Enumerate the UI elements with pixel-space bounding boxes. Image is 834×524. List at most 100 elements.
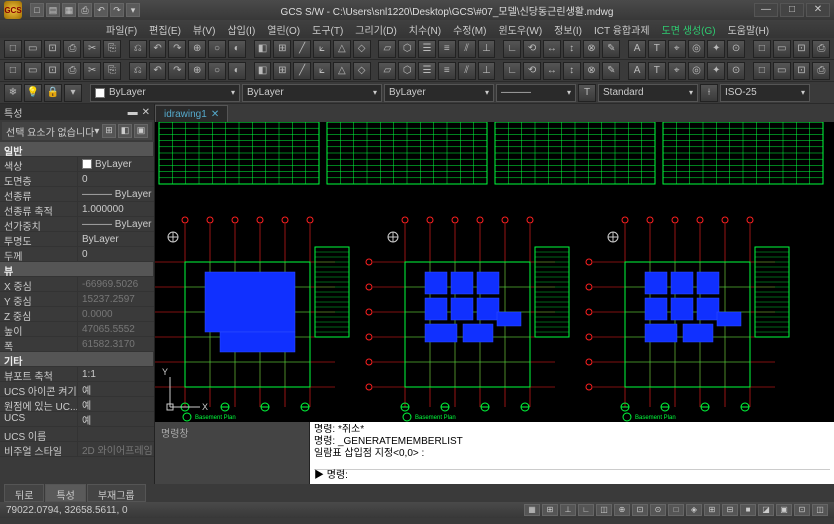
property-value[interactable]: 0 (78, 247, 154, 261)
toolbar-button[interactable]: ◎ (688, 40, 706, 58)
toolbar-button[interactable]: ↷ (168, 40, 186, 58)
property-row[interactable]: UCS예 (0, 412, 154, 427)
textstyle-combo[interactable]: Standard ▾ (598, 84, 698, 102)
toolbar-button[interactable]: ↶ (149, 40, 167, 58)
toolbar-button[interactable]: ⊕ (188, 62, 206, 80)
minimize-button[interactable]: — (754, 3, 778, 17)
status-toggle[interactable]: ⊕ (614, 504, 630, 516)
toolbar-button[interactable]: ◐ (228, 62, 246, 80)
toolbar-button[interactable]: ⟲ (523, 62, 541, 80)
property-value[interactable]: ——— ByLayer (78, 217, 154, 231)
status-toggle[interactable]: ▦ (524, 504, 540, 516)
property-row[interactable]: 비주얼 스타일2D 와이어프레임 (0, 442, 154, 457)
qat-button-3[interactable]: ⎙ (78, 3, 92, 17)
toolbar-button[interactable]: □ (4, 40, 22, 58)
toolbar-button[interactable]: ☰ (418, 62, 436, 80)
quickselect-icon[interactable]: ⊞ (102, 124, 116, 138)
toolbar-button[interactable]: ⊥ (478, 40, 496, 58)
property-row[interactable]: Y 중심15237.2597 (0, 292, 154, 307)
lw-combo[interactable]: ——— ▾ (496, 84, 576, 102)
dimstyle-combo[interactable]: ISO-25 ▾ (720, 84, 810, 102)
toolbar-button[interactable]: ↕ (563, 40, 581, 58)
property-category[interactable]: 일반 (0, 142, 154, 157)
status-toggle[interactable]: ∟ (578, 504, 594, 516)
layer-manage-icon[interactable]: ▾ (64, 84, 82, 102)
toolbar-button[interactable]: ▭ (773, 62, 791, 80)
property-row[interactable]: 투명도ByLayer (0, 232, 154, 247)
menu-item[interactable]: 도면 생성(G) (656, 20, 722, 38)
property-row[interactable]: 선가중치——— ByLayer (0, 217, 154, 232)
status-toggle[interactable]: ⊞ (542, 504, 558, 516)
toolbar-button[interactable]: ⊙ (727, 40, 745, 58)
drawing-canvas[interactable]: Basement PlanBasement PlanBasement PlanY… (155, 122, 834, 422)
property-row[interactable]: UCS 아이콘 켜기예 (0, 382, 154, 397)
toolbar-button[interactable]: ◇ (353, 40, 371, 58)
menu-item[interactable]: 수정(M) (447, 20, 492, 38)
property-category[interactable]: 뷰 (0, 262, 154, 277)
property-value[interactable]: 1.000000 (78, 202, 154, 216)
property-row[interactable]: 뷰포트 축척1:1 (0, 367, 154, 382)
menu-item[interactable]: 정보(I) (548, 20, 588, 38)
property-row[interactable]: Z 중심0.0000 (0, 307, 154, 322)
status-toggle[interactable]: ◪ (758, 504, 774, 516)
toolbar-button[interactable]: ⌖ (668, 40, 686, 58)
qat-button-0[interactable]: □ (30, 3, 44, 17)
toolbar-button[interactable]: ⊡ (44, 62, 62, 80)
status-toggle[interactable]: ◈ (686, 504, 702, 516)
property-value[interactable]: 예 (78, 382, 154, 396)
toolbar-button[interactable]: ∟ (503, 40, 521, 58)
property-value[interactable]: 61582.3170 (78, 337, 154, 351)
toolbar-button[interactable]: ✎ (602, 62, 620, 80)
toolbar-button[interactable]: ◧ (254, 62, 272, 80)
toolbar-button[interactable]: ⎌ (129, 62, 147, 80)
toolbar-button[interactable]: ⫽ (458, 62, 476, 80)
panel-pin-icon[interactable]: ▬ (128, 107, 138, 118)
toolbar-button[interactable]: ⫽ (458, 40, 476, 58)
toolbar-button[interactable]: ≡ (438, 40, 456, 58)
status-toggle[interactable]: ⊙ (650, 504, 666, 516)
status-toggle[interactable]: ▣ (776, 504, 792, 516)
pickadd-icon[interactable]: ◧ (118, 124, 132, 138)
layer-lock-icon[interactable]: 🔒 (44, 84, 62, 102)
property-value[interactable]: ByLayer (78, 232, 154, 246)
status-toggle[interactable]: ◫ (596, 504, 612, 516)
toolbar-button[interactable]: ○ (208, 62, 226, 80)
toolbar-button[interactable]: ✂ (83, 62, 101, 80)
toolbar-button[interactable]: ⎘ (103, 62, 121, 80)
toolbar-button[interactable]: ▱ (378, 40, 396, 58)
toolbar-button[interactable]: ↷ (168, 62, 186, 80)
toolbar-button[interactable]: ⎙ (812, 62, 830, 80)
document-tab[interactable]: idrawing1 ✕ (155, 105, 228, 122)
toolbar-button[interactable]: ╱ (293, 40, 311, 58)
property-value[interactable]: 47065.5552 (78, 322, 154, 336)
toolbar-button[interactable]: △ (333, 62, 351, 80)
toolbar-button[interactable]: ⌖ (668, 62, 686, 80)
toolbar-button[interactable]: ⟀ (313, 62, 331, 80)
property-value[interactable]: 15237.2597 (78, 292, 154, 306)
property-value[interactable]: ——— ByLayer (78, 187, 154, 201)
toolbar-button[interactable]: ↔ (543, 62, 561, 80)
property-value[interactable]: -66969.5026 (78, 277, 154, 291)
layer-freeze-icon[interactable]: ❄ (4, 84, 22, 102)
toolbar-button[interactable]: A (628, 40, 646, 58)
toolbar-button[interactable]: ⊥ (478, 62, 496, 80)
toolbar-button[interactable]: ✦ (707, 40, 725, 58)
toolbar-button[interactable]: ⊡ (793, 40, 811, 58)
toolbar-button[interactable]: □ (4, 62, 22, 80)
toolbar-button[interactable]: ▱ (378, 62, 396, 80)
toolbar-button[interactable]: ⊗ (583, 62, 601, 80)
property-value[interactable]: 0 (78, 172, 154, 186)
toolbar-button[interactable]: ∟ (503, 62, 521, 80)
menu-item[interactable]: ICT 융합과제 (588, 20, 656, 38)
toolbar-button[interactable]: ◎ (688, 62, 706, 80)
toolbar-button[interactable]: ✂ (83, 40, 101, 58)
toolbar-button[interactable]: ⎙ (63, 40, 81, 58)
status-toggle[interactable]: □ (668, 504, 684, 516)
property-value[interactable] (78, 427, 154, 441)
menu-item[interactable]: 뷰(V) (187, 20, 222, 38)
toolbar-button[interactable]: ✦ (707, 62, 725, 80)
toolbar-button[interactable]: ▭ (24, 40, 42, 58)
menu-item[interactable]: 파일(F) (100, 20, 143, 38)
property-row[interactable]: X 중심-66969.5026 (0, 277, 154, 292)
toolbar-button[interactable]: ⟲ (523, 40, 541, 58)
